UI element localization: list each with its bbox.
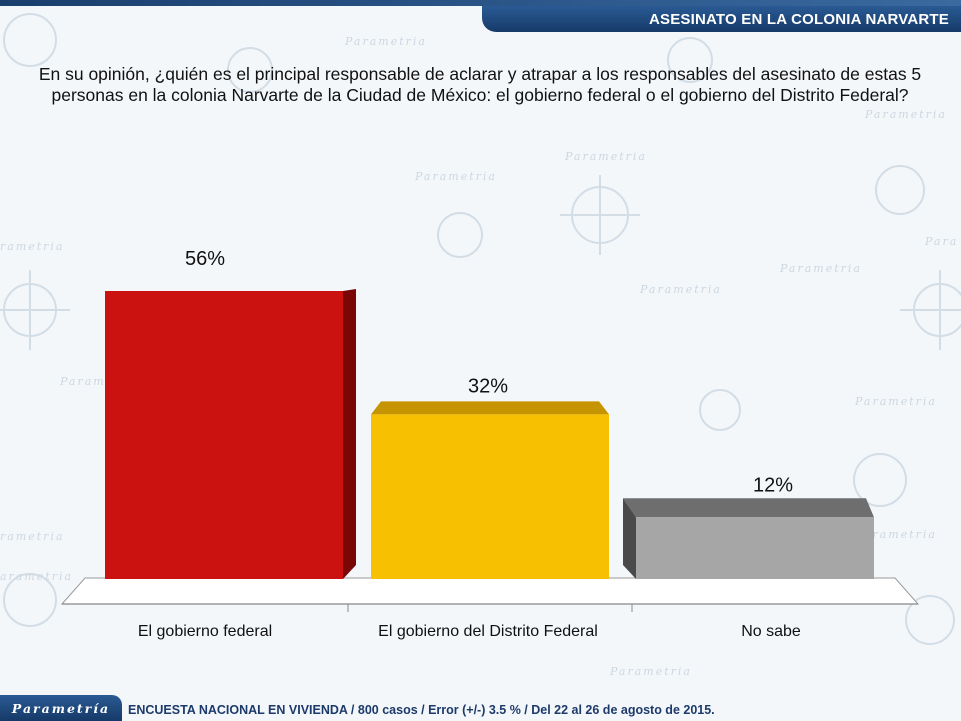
data-label-el-gobierno-federal: 56% xyxy=(185,248,225,270)
svg-text:arametria: arametria xyxy=(0,570,73,583)
section-title: ASESINATO EN LA COLONIA NARVARTE xyxy=(482,6,961,32)
bar-side-no-sabe xyxy=(623,498,636,579)
bar-el-gobierno-del-distrito-federal xyxy=(371,414,609,579)
svg-text:rametria: rametria xyxy=(0,240,65,253)
survey-question: En su opinión, ¿quién es el principal re… xyxy=(38,64,922,105)
svg-text:Parametria: Parametria xyxy=(414,170,497,183)
data-label-el-gobierno-del-distrito-federal: 32% xyxy=(468,375,508,397)
footer: Parametría ENCUESTA NACIONAL EN VIVIENDA… xyxy=(0,695,961,721)
parametria-logo: Parametría xyxy=(0,695,122,721)
top-band xyxy=(0,0,961,6)
category-label-el-gobierno-federal: El gobierno federal xyxy=(138,623,272,640)
data-label-no-sabe: 12% xyxy=(753,474,793,496)
svg-text:rametria: rametria xyxy=(0,530,65,543)
svg-text:Parametria: Parametria xyxy=(344,35,427,48)
bar-no-sabe xyxy=(636,517,874,579)
bar-side-el-gobierno-federal xyxy=(343,289,356,579)
survey-methodology-note: ENCUESTA NACIONAL EN VIVIENDA / 800 caso… xyxy=(128,703,715,717)
svg-text:Para: Para xyxy=(924,235,958,248)
svg-text:Parametria: Parametria xyxy=(864,108,947,121)
svg-text:Parametria: Parametria xyxy=(564,150,647,163)
svg-text:Parametria: Parametria xyxy=(609,665,692,678)
svg-text:Parametria: Parametria xyxy=(639,283,722,296)
chart-floor xyxy=(60,577,920,605)
bar-top-el-gobierno-del-distrito-federal xyxy=(371,401,609,415)
svg-text:Parametria: Parametria xyxy=(779,262,862,275)
svg-text:Parametria: Parametria xyxy=(854,395,937,408)
svg-text:Parametria: Parametria xyxy=(854,528,937,541)
bar-el-gobierno-federal xyxy=(105,291,343,579)
bar-top-no-sabe xyxy=(623,498,874,518)
category-label-no-sabe: No sabe xyxy=(741,623,801,640)
category-label-el-gobierno-del-distrito-federal: El gobierno del Distrito Federal xyxy=(378,623,598,640)
